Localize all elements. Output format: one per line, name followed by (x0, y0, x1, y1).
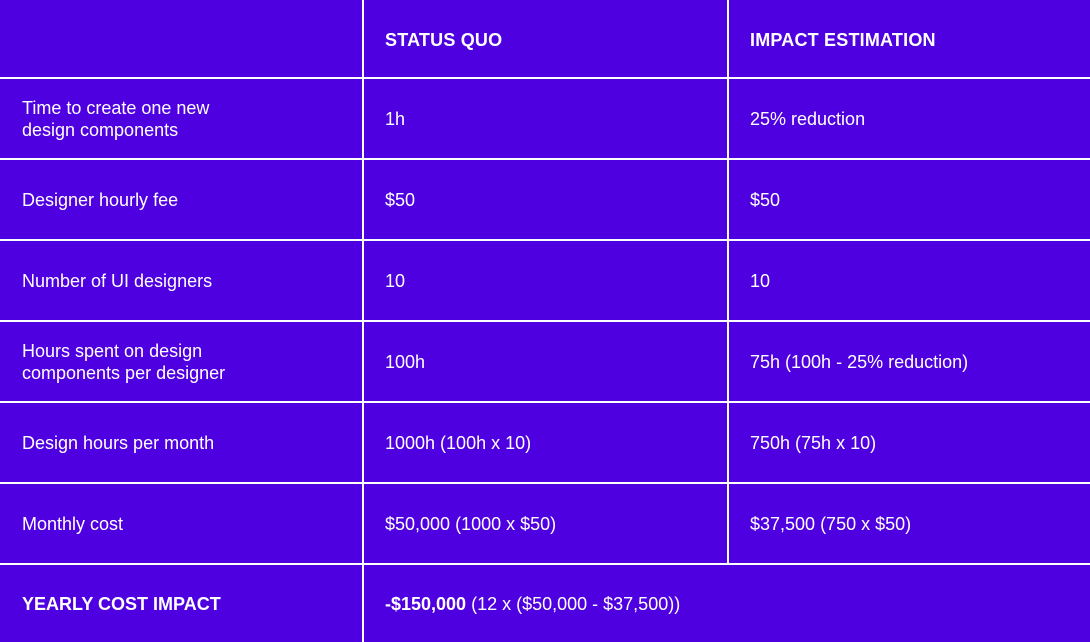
yearly-cost-impact-formula: (12 x ($50,000 - $37,500)) (466, 593, 681, 614)
impact-cell: 25% reduction (729, 79, 1090, 158)
header-status-quo: STATUS QUO (364, 0, 727, 77)
impact-cell: 10 (729, 241, 1090, 320)
impact-cell: $50 (729, 160, 1090, 239)
status-quo-value: $50,000 (1000 x $50) (385, 513, 557, 534)
header-impact-estimation-text: IMPACT ESTIMATION (750, 30, 936, 50)
status-quo-cell: 100h (364, 322, 727, 401)
row-label-cell: Number of UI designers (0, 241, 362, 320)
row-label: Design hours per month (22, 432, 215, 453)
impact-value: 75h (100h - 25% reduction) (750, 351, 969, 372)
status-quo-value: 1h (385, 108, 406, 129)
impact-value: $50 (750, 189, 781, 210)
footer-value-cell: -$150,000 (12 x ($50,000 - $37,500)) (364, 565, 1090, 642)
status-quo-value: 100h (385, 351, 426, 372)
impact-cell: 750h (75h x 10) (729, 403, 1090, 482)
row-label-cell: Monthly cost (0, 484, 362, 563)
impact-value: $37,500 (750 x $50) (750, 513, 912, 534)
footer-label-cell: YEARLY COST IMPACT (0, 565, 362, 642)
row-label-cell: Time to create one new design components (0, 79, 362, 158)
row-label: Hours spent on design components per des… (22, 340, 226, 383)
row-label: Monthly cost (22, 513, 124, 534)
status-quo-cell: 1000h (100h x 10) (364, 403, 727, 482)
impact-value: 25% reduction (750, 108, 866, 129)
impact-cell: 75h (100h - 25% reduction) (729, 322, 1090, 401)
status-quo-cell: $50,000 (1000 x $50) (364, 484, 727, 563)
row-label: Number of UI designers (22, 270, 213, 291)
header-empty-cell (0, 0, 362, 77)
status-quo-value: 1000h (100h x 10) (385, 432, 532, 453)
row-label-cell: Designer hourly fee (0, 160, 362, 239)
yearly-cost-impact-value: -$150,000 (385, 593, 467, 614)
row-label-cell: Hours spent on design components per des… (0, 322, 362, 401)
row-label-cell: Design hours per month (0, 403, 362, 482)
yearly-cost-impact-label: YEARLY COST IMPACT (22, 593, 221, 614)
impact-value: 10 (750, 270, 771, 291)
row-label: Time to create one new design components (22, 97, 210, 140)
impact-cell: $37,500 (750 x $50) (729, 484, 1090, 563)
status-quo-cell: 1h (364, 79, 727, 158)
impact-value: 750h (75h x 10) (750, 432, 877, 453)
status-quo-value: $50 (385, 189, 416, 210)
header-impact-estimation: IMPACT ESTIMATION (729, 0, 1090, 77)
status-quo-cell: $50 (364, 160, 727, 239)
status-quo-cell: 10 (364, 241, 727, 320)
status-quo-value: 10 (385, 270, 406, 291)
header-status-quo-text: STATUS QUO (385, 30, 503, 50)
row-label: Designer hourly fee (22, 189, 179, 210)
